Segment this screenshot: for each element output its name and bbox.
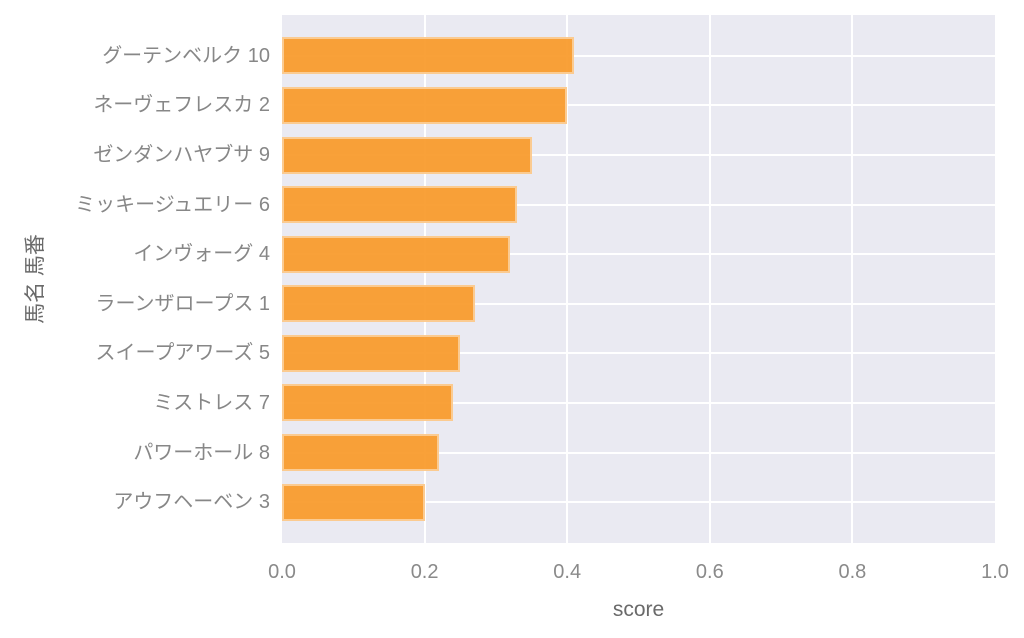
category-label: アウフヘーベン 3 xyxy=(113,491,270,514)
bar xyxy=(282,483,425,521)
bar xyxy=(282,86,568,124)
x-tick-label: 1.0 xyxy=(981,561,1009,583)
x-axis-title: score xyxy=(612,598,665,621)
category-label: ラーンザロープス 1 xyxy=(95,292,270,315)
horizontal-gridline xyxy=(282,451,995,454)
vertical-gridline xyxy=(851,15,854,543)
bar xyxy=(282,334,461,372)
bar-row: インヴォーグ 4 xyxy=(133,229,995,279)
x-tick-label: 0.2 xyxy=(410,561,439,583)
horizontal-gridline xyxy=(282,302,995,305)
horizontal-gridline xyxy=(282,501,995,504)
category-label: スイープアワーズ 5 xyxy=(95,342,270,365)
bar xyxy=(282,434,439,472)
bar xyxy=(282,37,575,75)
bar-row: ミッキージュエリー 6 xyxy=(75,180,995,230)
bar-row: ラーンザロープス 1 xyxy=(96,279,995,329)
x-tick-label: 0.4 xyxy=(553,561,582,583)
x-tick-label: 0.6 xyxy=(695,561,724,583)
bar xyxy=(282,384,454,422)
plot-area: グーテンベルク 10 ネーヴェフレスカ 2 ゼンダンハヤブサ 9 ミッキージュエリー … xyxy=(75,15,995,543)
x-tick-label: 0.8 xyxy=(838,561,867,583)
bar xyxy=(282,136,532,174)
vertical-gridline xyxy=(708,15,711,543)
bar-row: ネーヴェフレスカ 2 xyxy=(93,81,995,131)
bar xyxy=(282,285,475,323)
category-label: ミッキージュエリー 6 xyxy=(75,193,270,216)
vertical-gridline xyxy=(566,15,569,543)
x-axis-ticks: 0.0 0.2 0.4 0.6 0.8 1.0 xyxy=(268,561,1009,586)
bar-row: スイープアワーズ 5 xyxy=(96,329,995,379)
bar-row: グーテンベルク 10 xyxy=(102,31,995,81)
category-label: インヴォーグ 4 xyxy=(133,243,270,266)
horizontal-gridline xyxy=(282,154,995,157)
category-label: ミストレス 7 xyxy=(153,391,270,414)
horizontal-gridline xyxy=(282,54,995,57)
horizontal-gridline xyxy=(282,203,995,206)
category-label: パワーホール 8 xyxy=(133,441,270,464)
y-axis-title: 馬名 馬番 xyxy=(24,234,47,324)
bar-row: パワーホール 8 xyxy=(133,428,995,478)
vertical-gridline xyxy=(423,15,426,543)
category-label: グーテンベルク 10 xyxy=(102,44,270,67)
horizontal-gridline xyxy=(282,104,995,107)
horizontal-gridline xyxy=(282,401,995,404)
x-tick-label: 0.0 xyxy=(268,561,296,583)
bar-row: アウフヘーベン 3 xyxy=(113,477,995,527)
horizontal-gridline xyxy=(282,253,995,256)
bar-row: ゼンダンハヤブサ 9 xyxy=(93,130,995,180)
category-label: ゼンダンハヤブサ 9 xyxy=(93,144,270,167)
bar-row: ミストレス 7 xyxy=(153,378,995,428)
category-label: ネーヴェフレスカ 2 xyxy=(93,94,270,117)
bar xyxy=(282,235,511,273)
bar xyxy=(282,186,518,224)
horizontal-gridline xyxy=(282,352,995,355)
